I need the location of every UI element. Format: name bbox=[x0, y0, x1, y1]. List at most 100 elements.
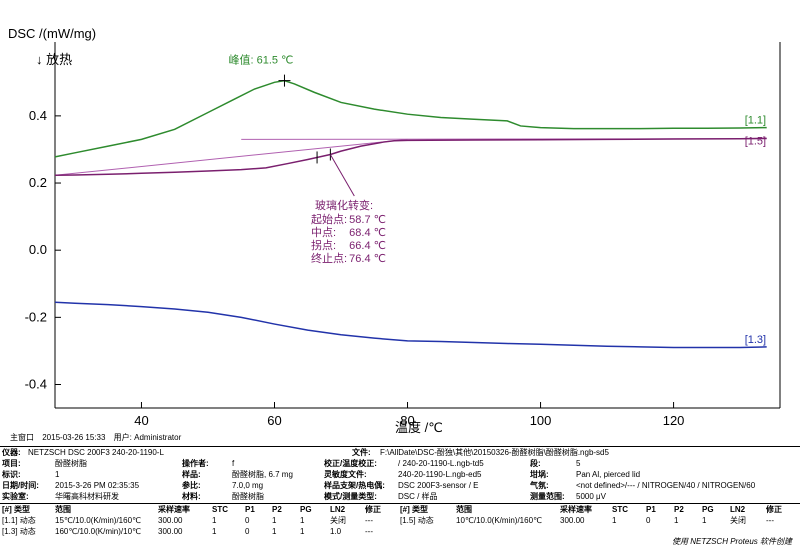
id-label: 标识: bbox=[2, 470, 21, 479]
file-value: F:\AllDate\DSC-酚独\其他\20150326-酚醛树脂\酚醛树脂.… bbox=[380, 448, 609, 457]
y-tick-label: -0.4 bbox=[25, 376, 47, 391]
material-label: 材料: bbox=[182, 492, 201, 501]
segment-header-left-cell: LN2 bbox=[330, 505, 346, 514]
exo-direction-label: ↓ 放热 bbox=[36, 52, 72, 67]
segment-header-left: [#] 类型 范围 采样速率 STC P1 P2 PG LN2 修正 bbox=[0, 505, 800, 515]
segment-row-left: [1.3] 动态 160℃/10.0(K/min)/10℃ 300.00 1 0 1 1 1.… bbox=[0, 527, 800, 537]
gas-value: <not defined>/--- / NITROGEN/40 / NITROG… bbox=[576, 481, 756, 490]
glass-row-label: 起始点: bbox=[311, 212, 347, 226]
user-label: 用户: bbox=[113, 433, 132, 442]
axes bbox=[54, 42, 781, 409]
segment-row-right-cell: 0 bbox=[646, 516, 651, 525]
glass-row-label: 终止点: bbox=[311, 251, 347, 265]
glass-row-value: 68.4 ℃ bbox=[349, 227, 386, 239]
tangent-line bbox=[54, 138, 408, 176]
segment-header-right: [#] 类型 范围 采样速率 STC P1 P2 PG LN2 修正 bbox=[0, 505, 800, 515]
segment-row-left-cell: 1 bbox=[300, 527, 305, 536]
modetype-label: 模式/测量类型: bbox=[324, 492, 377, 501]
ticks: 40 60 80 100 120 -0.4 -0.2 0.0 0.2 0.4 bbox=[25, 108, 685, 428]
id-value: 1 bbox=[55, 470, 60, 479]
file-label: 文件: bbox=[352, 448, 371, 457]
series-end-label: [1.5] bbox=[745, 135, 766, 147]
glass-row-label: 中点: bbox=[311, 226, 336, 239]
x-tick-label: 40 bbox=[134, 413, 148, 428]
datetime: 2015-03-26 15:33 bbox=[42, 433, 106, 442]
x-axis-label: 温度 /℃ bbox=[395, 420, 443, 435]
sample-value: 酚醛树脂, 6.7 mg bbox=[232, 470, 293, 479]
segment-header-left-cell: [#] 类型 bbox=[2, 505, 30, 514]
segment-row-left: [1.1] 动态 15℃/10.0(K/min)/160℃ 300.00 1 0 1 1 关闭… bbox=[0, 516, 800, 526]
ref-label: 参比: bbox=[182, 481, 201, 490]
segment-header-right-cell: 范围 bbox=[456, 505, 472, 514]
segment-header-left-cell: PG bbox=[300, 505, 312, 514]
lab-value: 华曙高科材料研发 bbox=[55, 492, 119, 501]
glass-row-value: 66.4 ℃ bbox=[349, 240, 386, 252]
tempcal-label: 校正/温度校正: bbox=[324, 459, 377, 468]
operator-value: f bbox=[232, 459, 235, 468]
series-end-label: [1.3] bbox=[745, 334, 766, 346]
y-tick-label: 0.2 bbox=[29, 175, 47, 190]
y-tick-label: -0.2 bbox=[25, 309, 47, 324]
instrument-value: NETZSCH DSC 200F3 240-20-1190-L bbox=[28, 448, 164, 457]
material-value: 酚醛树脂 bbox=[232, 492, 264, 501]
ref-value: 7.0,0 mg bbox=[232, 481, 264, 490]
segment-row-left-cell: 1 bbox=[300, 516, 305, 525]
segment-row-left-cell: 关闭 bbox=[330, 516, 346, 525]
crucible-value: Pan Al, pierced lid bbox=[576, 470, 641, 479]
glass-row-value: 76.4 ℃ bbox=[349, 253, 386, 265]
segment-header-right-cell: PG bbox=[702, 505, 714, 514]
segment-row-right-cell: [1.5] 动态 bbox=[400, 516, 434, 525]
segment-row-left-cell: --- bbox=[365, 516, 373, 525]
y-tick-label: 0.4 bbox=[29, 108, 47, 123]
sens-value: 240-20-1190-L.ngb-ed5 bbox=[398, 470, 482, 479]
segment-row-left-cell: 1 bbox=[212, 516, 217, 525]
glass-leader-line bbox=[329, 154, 355, 197]
series-line bbox=[54, 79, 767, 158]
segment-row-right-cell: 1 bbox=[674, 516, 679, 525]
segment-row-right: [1.5] 动态 10℃/10.0(K/min)/160℃ 300.00 1 0 1 1 关闭… bbox=[0, 516, 800, 526]
segment-header-left-cell: 范围 bbox=[55, 505, 71, 514]
date-label: 日期/时间: bbox=[2, 481, 39, 490]
tempcal-value: / 240-20-1190-L.ngb-td5 bbox=[398, 459, 484, 468]
project-label: 项目: bbox=[2, 459, 21, 468]
series-line bbox=[54, 301, 767, 349]
segment-row-left-cell: 300.00 bbox=[158, 516, 183, 525]
segment-header-right-cell: [#] 类型 bbox=[400, 505, 428, 514]
segment-row-right-cell: 1 bbox=[612, 516, 617, 525]
holder-value: DSC 200F3-sensor / E bbox=[398, 481, 479, 490]
x-tick-label: 80 bbox=[400, 413, 414, 428]
segment-header-right-cell: P2 bbox=[674, 505, 684, 514]
segment-row-left-cell: 1 bbox=[272, 527, 277, 536]
y-axis-label: DSC /(mW/mg) bbox=[8, 26, 96, 41]
series-end-label: [1.1] bbox=[745, 115, 766, 127]
glass-transition-title: 玻璃化转变: bbox=[315, 198, 373, 212]
user-name: Administrator bbox=[134, 433, 182, 442]
segment-row-left-cell: [1.1] 动态 bbox=[2, 516, 36, 525]
segment-row-right-cell: 关闭 bbox=[730, 516, 746, 525]
y-tick-label: 0.0 bbox=[29, 242, 47, 257]
window-label: 主窗口 bbox=[10, 433, 34, 442]
holder-label: 样品支架/热电偶: bbox=[324, 481, 385, 490]
segment-row-left-cell: 15℃/10.0(K/min)/160℃ bbox=[55, 516, 142, 525]
segment-row-left-cell: 0 bbox=[245, 516, 250, 525]
mode-value: 5 bbox=[576, 459, 581, 468]
segment-row-left-cell: [1.3] 动态 bbox=[2, 527, 36, 536]
segment-header-left-cell: P2 bbox=[272, 505, 282, 514]
modetype-value: DSC / 样品 bbox=[398, 492, 438, 501]
gas-label: 气氛: bbox=[530, 481, 549, 490]
sens-label: 灵敏度文件: bbox=[324, 470, 367, 479]
project-value: 酚醛树脂 bbox=[55, 459, 87, 468]
dsc-chart: DSC /(mW/mg) ↓ 放热 40 60 80 100 120 -0.4 -0.2 0.… bbox=[8, 26, 781, 435]
segment-row-right-cell: --- bbox=[766, 516, 774, 525]
segment-row-left-cell: --- bbox=[365, 527, 373, 536]
segment-row-right-cell: 1 bbox=[702, 516, 707, 525]
segment-header-left-cell: 采样速率 bbox=[158, 505, 190, 514]
series-group: [1.1] [1.5] [1.3] bbox=[54, 79, 767, 349]
instrument-label: 仪器: bbox=[2, 448, 21, 457]
segment-header-left-cell: 修正 bbox=[365, 505, 381, 514]
range-value: 5000 μV bbox=[576, 492, 606, 501]
segment-row-left-cell: 1 bbox=[212, 527, 217, 536]
segment-row-left-cell: 300.00 bbox=[158, 527, 183, 536]
segment-header-right-cell: STC bbox=[612, 505, 628, 514]
segment-header-left-cell: STC bbox=[212, 505, 228, 514]
